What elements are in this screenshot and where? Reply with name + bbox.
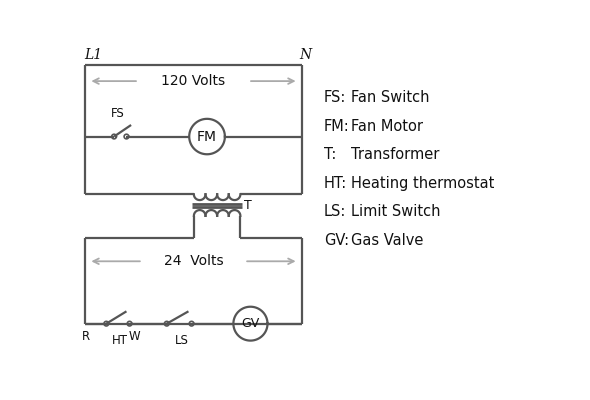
- Text: T:: T:: [324, 147, 336, 162]
- Text: Fan Switch: Fan Switch: [351, 90, 430, 105]
- Text: FM:: FM:: [324, 119, 350, 134]
- Text: FS: FS: [111, 107, 125, 120]
- Text: R: R: [82, 330, 90, 343]
- Text: Transformer: Transformer: [351, 147, 440, 162]
- Text: LS:: LS:: [324, 204, 346, 219]
- Text: GV: GV: [241, 317, 260, 330]
- Text: HT:: HT:: [324, 176, 348, 191]
- Text: 120 Volts: 120 Volts: [162, 74, 225, 88]
- Text: LS: LS: [175, 334, 188, 348]
- Text: 24  Volts: 24 Volts: [163, 254, 223, 268]
- Text: Limit Switch: Limit Switch: [351, 204, 441, 219]
- Text: Gas Valve: Gas Valve: [351, 233, 424, 248]
- Text: Heating thermostat: Heating thermostat: [351, 176, 494, 191]
- Text: W: W: [129, 330, 140, 343]
- Text: Fan Motor: Fan Motor: [351, 119, 423, 134]
- Text: FS:: FS:: [324, 90, 346, 105]
- Text: GV:: GV:: [324, 233, 349, 248]
- Text: T: T: [244, 198, 252, 212]
- Text: N: N: [299, 48, 312, 62]
- Text: L1: L1: [84, 48, 103, 62]
- Text: FM: FM: [197, 130, 217, 144]
- Text: HT: HT: [112, 334, 127, 348]
